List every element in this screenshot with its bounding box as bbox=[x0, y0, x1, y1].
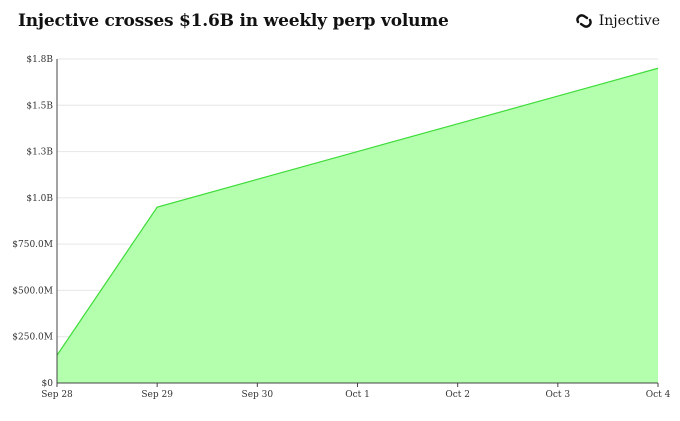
y-tick-label: $1.5B bbox=[26, 101, 53, 111]
x-tick-label: Sep 30 bbox=[242, 390, 274, 400]
x-tick-label: Oct 2 bbox=[445, 390, 470, 400]
y-tick-label: $250.0M bbox=[12, 333, 53, 343]
area-fill bbox=[57, 68, 658, 383]
y-tick-label: $500.0M bbox=[12, 286, 53, 296]
y-tick-label: $0 bbox=[42, 379, 54, 389]
y-tick-label: $1.0B bbox=[26, 194, 53, 204]
y-tick-label: $1.8B bbox=[26, 55, 53, 65]
x-tick-label: Sep 28 bbox=[41, 390, 73, 400]
x-tick-label: Sep 29 bbox=[141, 390, 173, 400]
y-tick-label: $1.3B bbox=[26, 148, 53, 158]
chart-title: Injective crosses $1.6B in weekly perp v… bbox=[18, 11, 449, 31]
injective-logo-icon bbox=[576, 14, 592, 28]
x-tick-label: Oct 3 bbox=[546, 390, 571, 400]
brand: Injective bbox=[575, 12, 660, 30]
brand-name: Injective bbox=[598, 13, 660, 29]
y-tick-label: $750.0M bbox=[12, 240, 53, 250]
x-tick-label: Oct 1 bbox=[345, 390, 370, 400]
x-tick-label: Oct 4 bbox=[646, 390, 671, 400]
